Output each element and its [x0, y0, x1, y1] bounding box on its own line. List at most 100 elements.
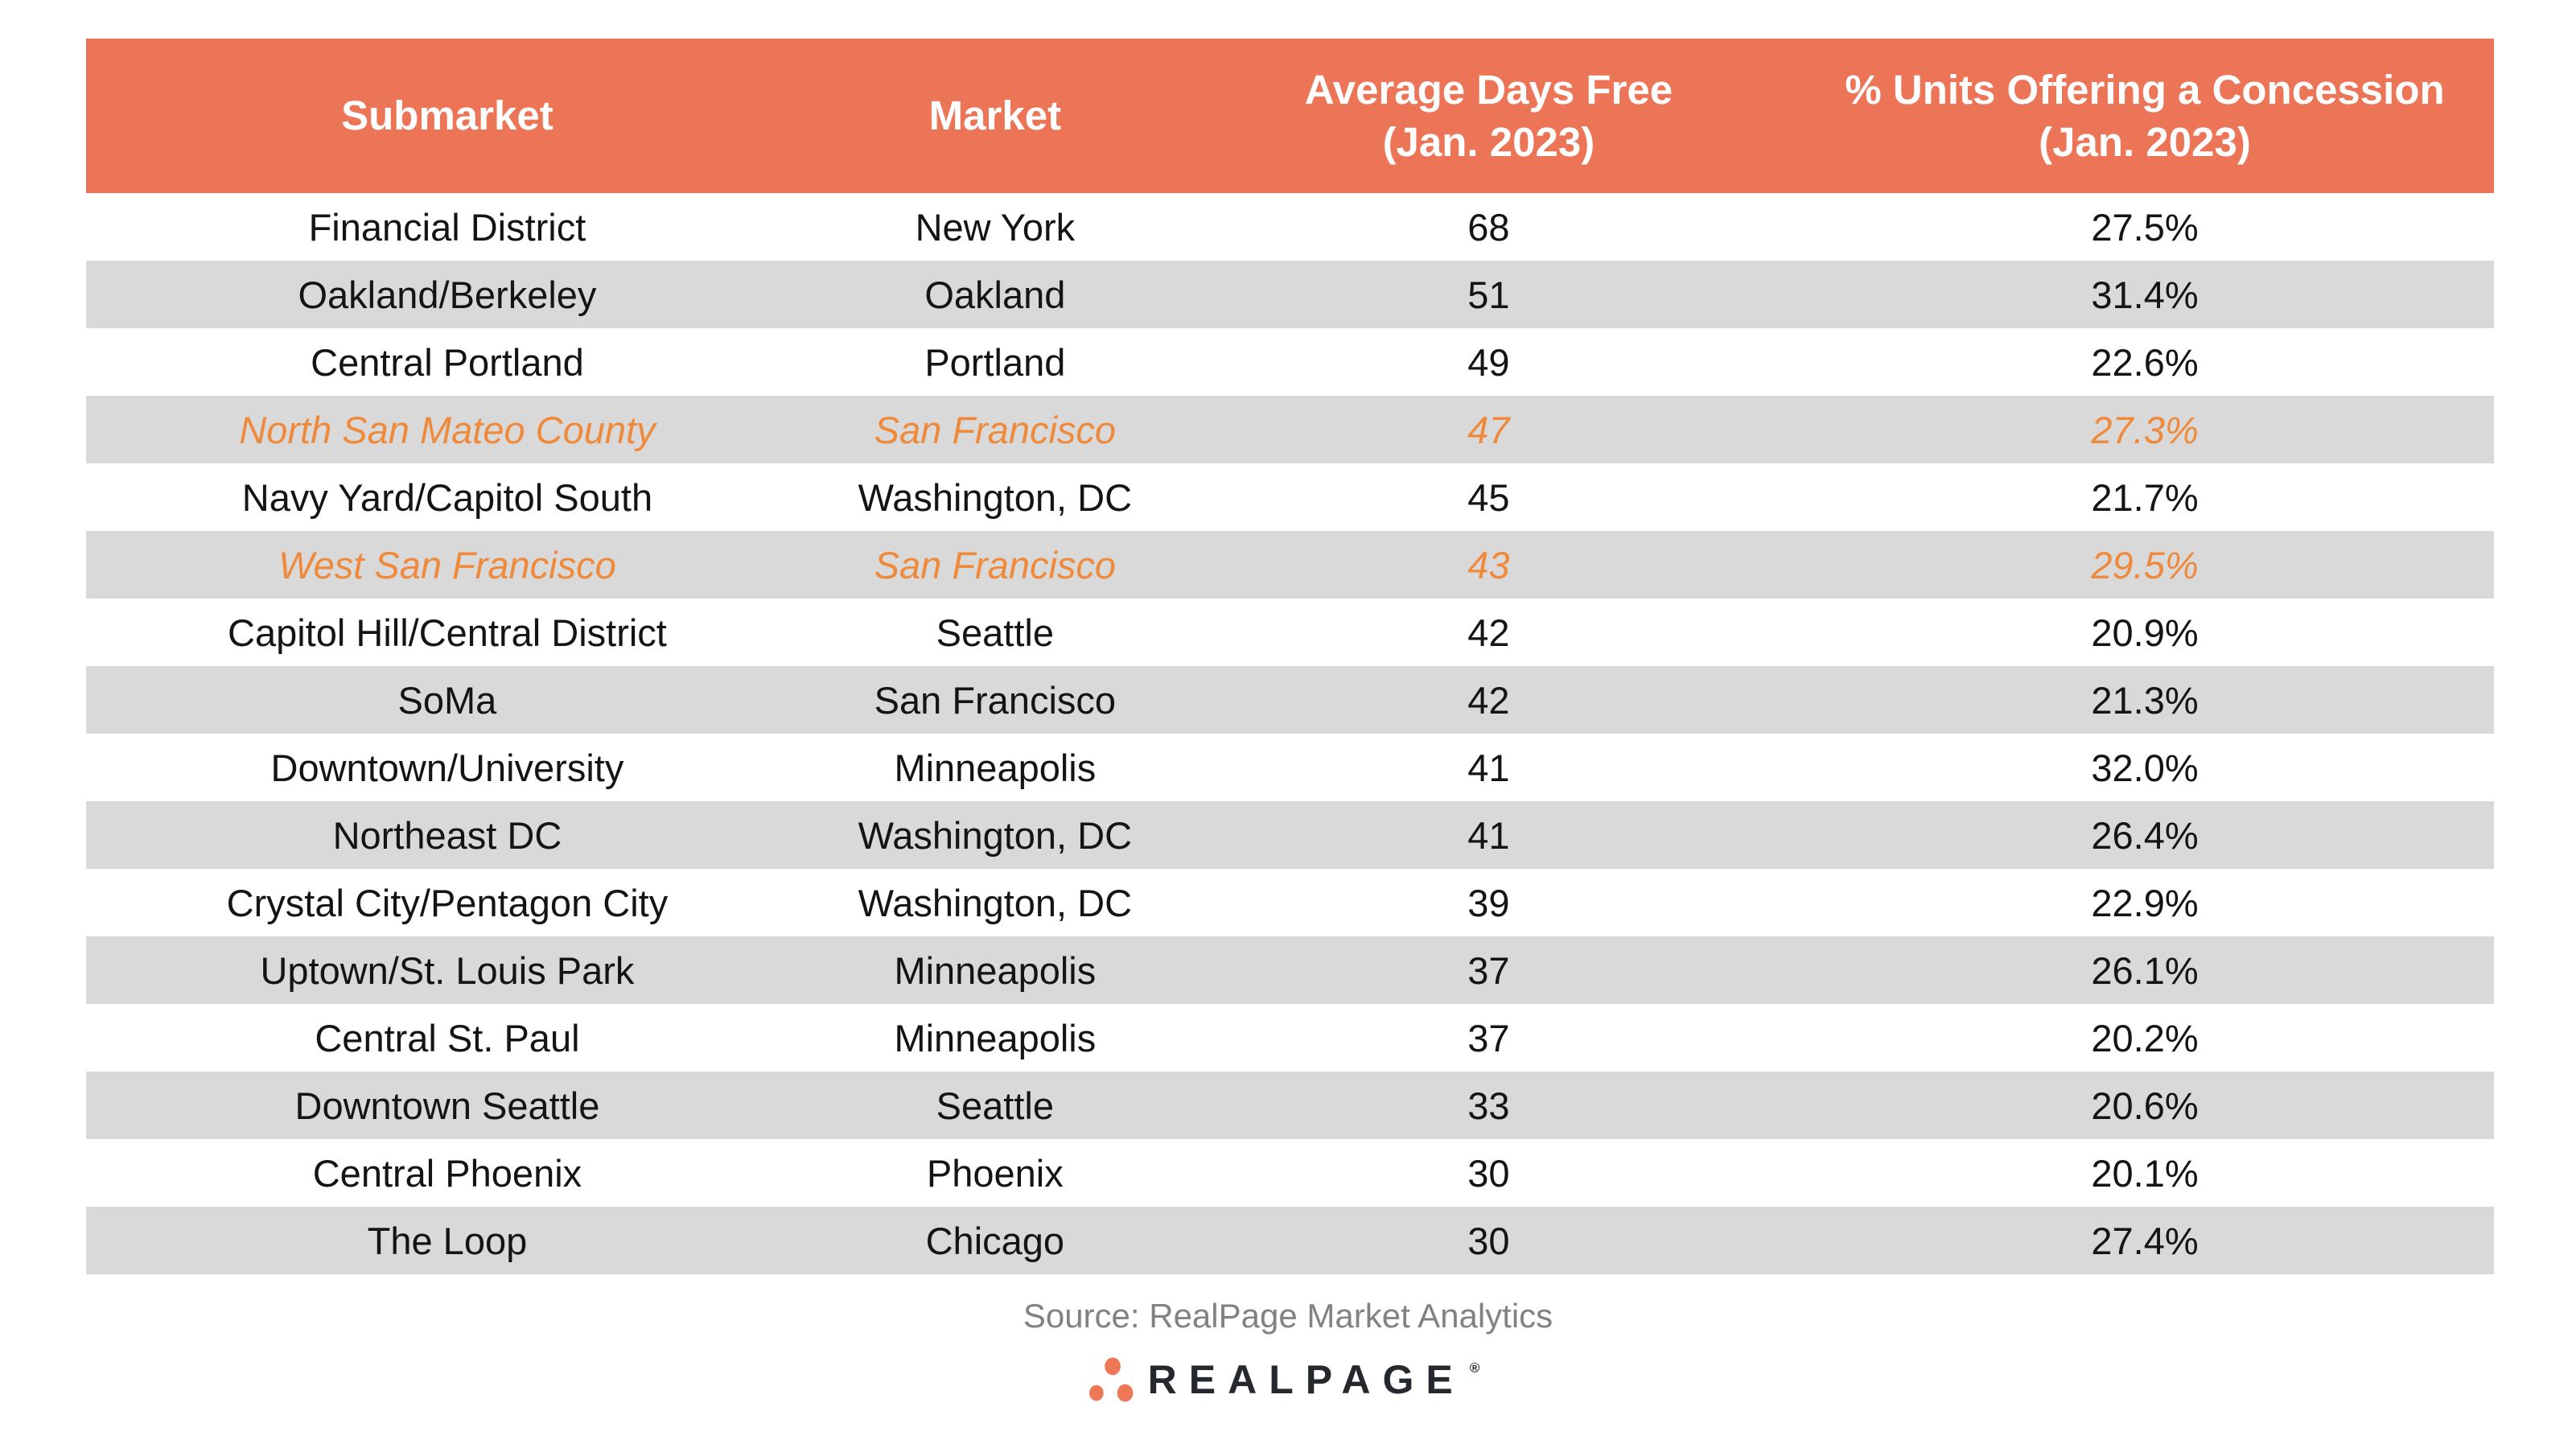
header-submarket-label: Submarket: [341, 93, 553, 139]
cell-submarket: Downtown Seattle: [294, 1084, 600, 1127]
cell-avg-days-free: 49: [1467, 340, 1510, 384]
cell-submarket: Capitol Hill/Central District: [228, 611, 667, 654]
table-row: Central St. Paul Minneapolis 37 20.2%: [86, 1004, 2494, 1072]
cell-market: Portland: [924, 340, 1066, 384]
cell-market: Minneapolis: [894, 1016, 1097, 1059]
cell-avg-days-free: 47: [1467, 408, 1510, 451]
table-header: Submarket Market Average Days Free (Jan.…: [86, 39, 2494, 193]
cell-submarket: Northeast DC: [332, 813, 562, 857]
cell-submarket: Central Portland: [311, 340, 584, 384]
cell-submarket: Crystal City/Pentagon City: [226, 881, 669, 924]
cell-submarket: Navy Yard/Capitol South: [241, 475, 653, 519]
cell-submarket: Downtown/University: [270, 746, 624, 789]
cell-pct-units: 20.1%: [2091, 1151, 2199, 1195]
cell-pct-units: 29.5%: [2091, 543, 2199, 586]
cell-pct-units: 32.0%: [2091, 746, 2199, 789]
cell-submarket: Uptown/St. Louis Park: [260, 948, 635, 992]
header-avg-days-free-label: Average Days Free: [1304, 66, 1673, 113]
cell-avg-days-free: 41: [1467, 746, 1510, 789]
header-submarket: Submarket: [86, 39, 809, 193]
table-row: Central Phoenix Phoenix 30 20.1%: [86, 1139, 2494, 1207]
cell-pct-units: 27.3%: [2091, 408, 2199, 451]
source-attribution: Source: RealPage Market Analytics: [1023, 1297, 1553, 1335]
header-avg-days-free-sublabel: (Jan. 2023): [1382, 119, 1595, 165]
cell-pct-units: 21.7%: [2091, 475, 2199, 519]
realpage-dots-icon: [1088, 1357, 1134, 1402]
cell-market: Oakland: [924, 273, 1066, 316]
cell-submarket: Central Phoenix: [312, 1151, 582, 1195]
table-row: SoMa San Francisco 42 21.3%: [86, 666, 2494, 734]
cell-avg-days-free: 51: [1467, 273, 1510, 316]
realpage-wordmark: REALPAGE: [1147, 1357, 1465, 1402]
cell-pct-units: 20.6%: [2091, 1084, 2199, 1127]
table-row: Capitol Hill/Central District Seattle 42…: [86, 599, 2494, 666]
cell-avg-days-free: 39: [1467, 881, 1510, 924]
table-row: Northeast DC Washington, DC 41 26.4%: [86, 801, 2494, 869]
cell-pct-units: 27.5%: [2091, 205, 2199, 249]
table-row: Financial District New York 68 27.5%: [86, 193, 2494, 261]
header-market-label: Market: [928, 93, 1062, 139]
concessions-table: Submarket Market Average Days Free (Jan.…: [86, 39, 2494, 1274]
cell-avg-days-free: 37: [1467, 1016, 1510, 1059]
cell-market: Chicago: [925, 1219, 1065, 1262]
cell-market: Seattle: [936, 1084, 1054, 1127]
header-market: Market: [808, 39, 1182, 193]
cell-pct-units: 22.6%: [2091, 340, 2199, 384]
cell-pct-units: 20.2%: [2091, 1016, 2199, 1059]
cell-avg-days-free: 42: [1467, 611, 1510, 654]
cell-pct-units: 27.4%: [2091, 1219, 2199, 1262]
header-pct-units-sublabel: (Jan. 2023): [2039, 119, 2251, 165]
cell-market: Washington, DC: [858, 881, 1133, 924]
table-row: The Loop Chicago 30 27.4%: [86, 1207, 2494, 1274]
cell-avg-days-free: 33: [1467, 1084, 1510, 1127]
cell-submarket: Financial District: [308, 205, 586, 249]
header-row: Submarket Market Average Days Free (Jan.…: [86, 39, 2494, 193]
cell-avg-days-free: 45: [1467, 475, 1510, 519]
cell-avg-days-free: 43: [1467, 543, 1510, 586]
cell-market: San Francisco: [874, 543, 1117, 586]
cell-submarket: The Loop: [367, 1219, 528, 1262]
cell-pct-units: 26.4%: [2091, 813, 2199, 857]
cell-submarket: North San Mateo County: [239, 408, 656, 451]
cell-avg-days-free: 42: [1467, 678, 1510, 722]
cell-market: Washington, DC: [858, 475, 1133, 519]
header-avg-days-free: Average Days Free (Jan. 2023): [1181, 39, 1796, 193]
table-row: Downtown/University Minneapolis 41 32.0%: [86, 734, 2494, 801]
registered-trademark-symbol: ®: [1469, 1360, 1480, 1376]
table-row: Oakland/Berkeley Oakland 51 31.4%: [86, 261, 2494, 328]
cell-pct-units: 22.9%: [2091, 881, 2199, 924]
table-row-highlighted: West San Francisco San Francisco 43 29.5…: [86, 531, 2494, 599]
cell-avg-days-free: 41: [1467, 813, 1510, 857]
cell-pct-units: 31.4%: [2091, 273, 2199, 316]
cell-submarket: Oakland/Berkeley: [298, 273, 597, 316]
table-row: Uptown/St. Louis Park Minneapolis 37 26.…: [86, 936, 2494, 1004]
cell-market: Phoenix: [926, 1151, 1064, 1195]
cell-submarket: West San Francisco: [278, 543, 616, 586]
cell-submarket: Central St. Paul: [315, 1016, 580, 1059]
cell-market: Washington, DC: [858, 813, 1133, 857]
table-row: Central Portland Portland 49 22.6%: [86, 328, 2494, 396]
cell-pct-units: 20.9%: [2091, 611, 2199, 654]
cell-pct-units: 21.3%: [2091, 678, 2199, 722]
cell-market: San Francisco: [874, 408, 1117, 451]
table-body: Financial District New York 68 27.5% Oak…: [86, 193, 2494, 1274]
table-row-highlighted: North San Mateo County San Francisco 47 …: [86, 396, 2494, 463]
cell-pct-units: 26.1%: [2091, 948, 2199, 992]
table-row: Crystal City/Pentagon City Washington, D…: [86, 869, 2494, 936]
cell-avg-days-free: 37: [1467, 948, 1510, 992]
cell-market: New York: [915, 205, 1076, 249]
cell-market: Seattle: [936, 611, 1054, 654]
cell-submarket: SoMa: [397, 678, 497, 722]
cell-market: Minneapolis: [894, 746, 1097, 789]
cell-avg-days-free: 30: [1467, 1219, 1510, 1262]
realpage-logo: REALPAGE ®: [0, 1356, 2576, 1403]
table-row: Navy Yard/Capitol South Washington, DC 4…: [86, 463, 2494, 531]
cell-avg-days-free: 30: [1467, 1151, 1510, 1195]
table-row: Downtown Seattle Seattle 33 20.6%: [86, 1072, 2494, 1139]
cell-market: Minneapolis: [894, 948, 1097, 992]
cell-avg-days-free: 68: [1467, 205, 1510, 249]
cell-market: San Francisco: [874, 678, 1117, 722]
concessions-table-container: Submarket Market Average Days Free (Jan.…: [86, 39, 2494, 1274]
header-pct-units-label: % Units Offering a Concession: [1845, 66, 2445, 113]
header-pct-units: % Units Offering a Concession (Jan. 2023…: [1796, 39, 2494, 193]
